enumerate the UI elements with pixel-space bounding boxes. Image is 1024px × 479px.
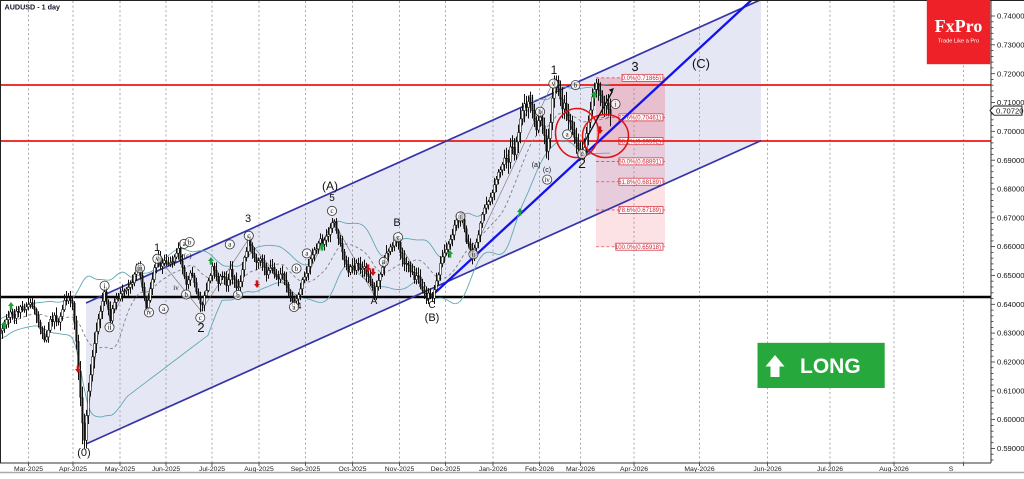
svg-text:(c): (c) <box>543 167 551 174</box>
svg-text:0.73000: 0.73000 <box>997 40 1024 49</box>
svg-text:2: 2 <box>197 320 204 335</box>
svg-text:a: a <box>292 304 295 311</box>
svg-text:50.0%(0.68891): 50.0%(0.68891) <box>618 160 661 166</box>
svg-text:0.69000: 0.69000 <box>997 156 1024 165</box>
svg-text:B: B <box>393 217 400 229</box>
svg-text:78.6%(0.67189): 78.6%(0.67189) <box>618 208 661 214</box>
svg-text:0.59000: 0.59000 <box>997 444 1024 453</box>
svg-text:61.8%(0.68189): 61.8%(0.68189) <box>618 180 661 186</box>
svg-text:a: a <box>382 259 385 266</box>
svg-text:1: 1 <box>551 63 558 77</box>
svg-text:AUDUSD - 1 day: AUDUSD - 1 day <box>5 3 61 12</box>
svg-text:0.60000: 0.60000 <box>997 415 1024 424</box>
svg-text:v: v <box>156 256 160 263</box>
svg-text:0.66000: 0.66000 <box>997 242 1024 251</box>
svg-text:0.0%(0.71865): 0.0%(0.71865) <box>622 76 661 82</box>
svg-text:Mar-2026: Mar-2026 <box>566 466 595 473</box>
svg-text:b: b <box>236 292 240 299</box>
svg-text:Jun-2025: Jun-2025 <box>152 466 181 473</box>
svg-text:4: 4 <box>296 301 301 311</box>
svg-text:c: c <box>199 315 202 322</box>
svg-text:ii: ii <box>472 252 476 259</box>
svg-text:1: 1 <box>154 242 160 254</box>
svg-text:Aug-2025: Aug-2025 <box>244 466 274 473</box>
svg-text:S: S <box>949 466 954 473</box>
svg-text:ii: ii <box>108 325 112 332</box>
svg-text:Apr-2026: Apr-2026 <box>620 466 648 473</box>
svg-text:b: b <box>188 239 192 246</box>
svg-text:100.0%(0.65918): 100.0%(0.65918) <box>615 245 661 251</box>
svg-text:FxPro: FxPro <box>935 16 983 36</box>
svg-text:0.64000: 0.64000 <box>997 300 1024 309</box>
svg-text:0.67000: 0.67000 <box>997 213 1024 222</box>
svg-text:May-2026: May-2026 <box>684 466 714 473</box>
svg-text:i: i <box>460 214 462 221</box>
svg-text:0.71000: 0.71000 <box>997 98 1024 107</box>
svg-text:a: a <box>305 251 308 258</box>
svg-text:iv: iv <box>173 284 179 292</box>
svg-text:Jun-2026: Jun-2026 <box>753 466 782 473</box>
svg-text:a: a <box>228 242 231 249</box>
svg-text:b: b <box>538 109 542 116</box>
svg-text:iii: iii <box>528 94 534 103</box>
svg-text:a: a <box>566 132 569 139</box>
svg-text:c: c <box>580 151 583 158</box>
svg-text:2: 2 <box>578 155 586 171</box>
svg-text:Mar-2025: Mar-2025 <box>14 466 43 473</box>
svg-text:c: c <box>396 235 399 242</box>
svg-text:Jul-2026: Jul-2026 <box>817 466 843 473</box>
svg-text:iii: iii <box>171 257 177 265</box>
svg-text:(0): (0) <box>77 447 90 459</box>
svg-text:0.65000: 0.65000 <box>997 271 1024 280</box>
svg-text:a: a <box>162 306 165 313</box>
svg-text:Sep-2025: Sep-2025 <box>291 466 321 473</box>
svg-text:Jan-2026: Jan-2026 <box>479 466 508 473</box>
svg-text:5: 5 <box>329 193 335 204</box>
svg-text:a: a <box>183 241 186 248</box>
svg-text:0.68000: 0.68000 <box>997 185 1024 194</box>
svg-text:b: b <box>574 82 578 89</box>
svg-text:0.72000: 0.72000 <box>997 69 1024 78</box>
svg-text:3: 3 <box>245 213 251 225</box>
svg-text:3: 3 <box>631 59 638 74</box>
svg-text:v(c): v(c) <box>180 252 192 260</box>
svg-text:i: i <box>615 101 617 108</box>
svg-text:0.61000: 0.61000 <box>997 386 1024 395</box>
svg-text:May-2025: May-2025 <box>105 466 135 473</box>
svg-text:23.6%(0.70461): 23.6%(0.70461) <box>618 116 661 122</box>
svg-text:iii: iii <box>137 265 143 272</box>
svg-text:A: A <box>371 296 378 307</box>
svg-text:i: i <box>104 283 106 290</box>
svg-text:Oct-2025: Oct-2025 <box>339 466 367 473</box>
svg-text:v: v <box>552 81 556 88</box>
svg-text:iv: iv <box>146 310 152 317</box>
svg-text:Trade Like a Pro: Trade Like a Pro <box>938 39 979 45</box>
svg-text:Dec-2025: Dec-2025 <box>431 466 461 473</box>
svg-text:b: b <box>295 266 299 273</box>
svg-text:Aug-2026: Aug-2026 <box>879 466 909 473</box>
svg-text:iv: iv <box>545 177 551 184</box>
svg-text:38.2%(0.69592): 38.2%(0.69592) <box>618 140 661 146</box>
svg-text:c: c <box>330 208 333 215</box>
svg-text:0.70000: 0.70000 <box>997 127 1024 136</box>
svg-text:0.74000: 0.74000 <box>997 12 1024 21</box>
svg-text:(C): (C) <box>692 56 710 71</box>
svg-text:b: b <box>184 292 188 299</box>
svg-text:c: c <box>247 233 250 240</box>
svg-text:LONG: LONG <box>800 355 861 378</box>
svg-text:Feb-2026: Feb-2026 <box>525 466 554 473</box>
svg-text:Jul-2025: Jul-2025 <box>199 466 225 473</box>
svg-text:Nov-2025: Nov-2025 <box>385 466 415 473</box>
svg-text:0.70720: 0.70720 <box>996 106 1023 115</box>
svg-text:(B): (B) <box>425 312 440 324</box>
svg-text:0.62000: 0.62000 <box>997 358 1024 367</box>
svg-text:(a): (a) <box>532 162 541 169</box>
svg-text:Apr-2025: Apr-2025 <box>59 466 87 473</box>
svg-text:(A): (A) <box>322 179 338 193</box>
svg-text:C: C <box>428 300 435 311</box>
svg-text:0.63000: 0.63000 <box>997 329 1024 338</box>
